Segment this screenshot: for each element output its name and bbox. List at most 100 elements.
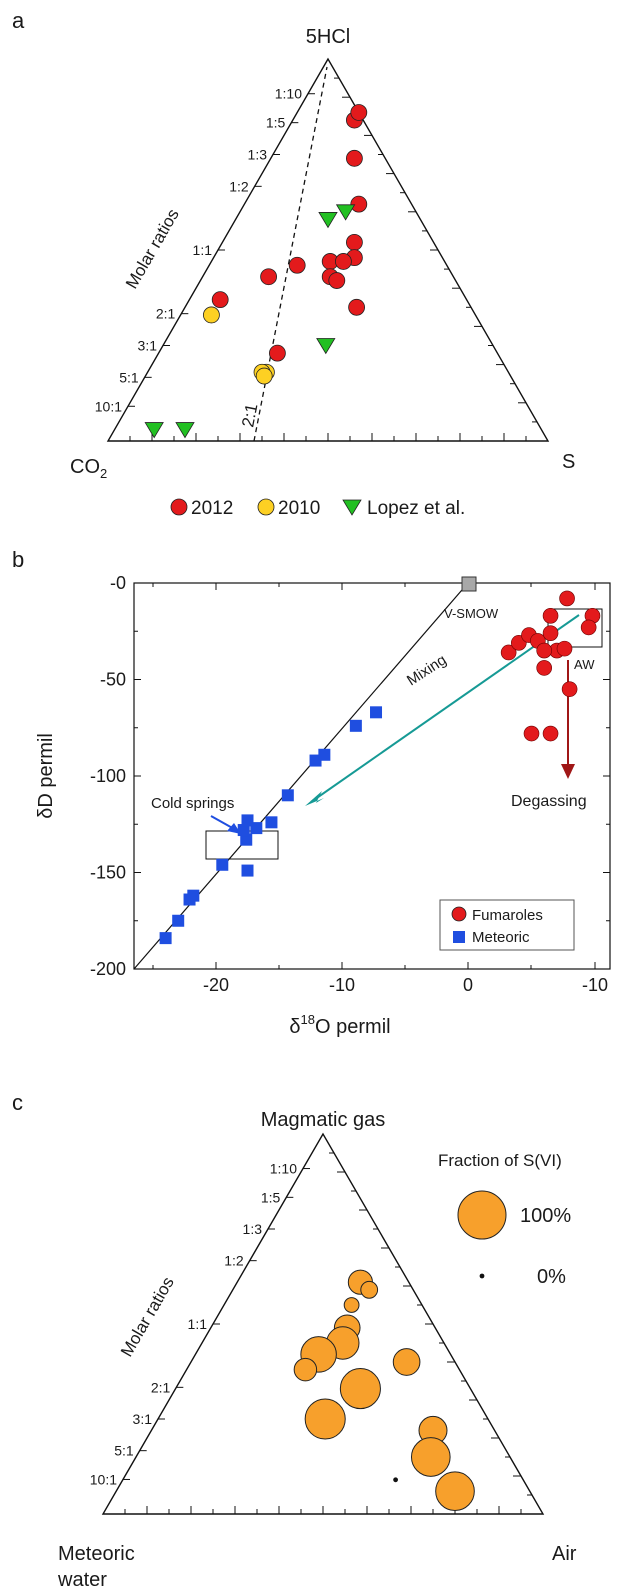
panel-a-points <box>144 104 368 439</box>
ternary-ticks <box>128 77 537 441</box>
point-lopez <box>318 212 338 229</box>
legend-fumaroles-label: Fumaroles <box>472 907 543 924</box>
size-legend-0-label: 0% <box>537 1266 566 1288</box>
panel-a-ratio-label: 1:5 <box>266 115 286 131</box>
point-fumarole <box>523 725 540 742</box>
cold-springs-arrowhead <box>227 823 241 834</box>
point-fumarole <box>561 681 578 697</box>
point-fumarole <box>536 660 553 676</box>
point-2012 <box>334 253 352 270</box>
point-meteoric <box>216 858 229 871</box>
point-meteoric <box>183 893 196 906</box>
bubble <box>435 1471 475 1512</box>
degassing-arrowhead <box>561 764 575 779</box>
point-2010 <box>202 306 220 324</box>
size-legend-title: Fraction of S(VI) <box>438 1151 562 1170</box>
bubble <box>360 1280 379 1299</box>
bubble <box>392 1348 421 1376</box>
x-tick-label: 0 <box>463 975 473 995</box>
apex-top-label: Magmatic gas <box>261 1109 386 1131</box>
apex-right-label: S <box>562 451 575 473</box>
apex-left-label: CO2 <box>70 456 107 481</box>
ternary-ticks <box>123 1152 532 1514</box>
size-legend-0-marker <box>479 1273 485 1279</box>
size-legend: Fraction of S(VI) 100% 0% <box>438 1151 571 1288</box>
point-lopez <box>175 422 195 439</box>
x-tick-label: -20 <box>203 975 229 995</box>
point-meteoric <box>349 719 362 732</box>
side-title-molar-ratios: Molar ratios <box>117 1274 178 1360</box>
legend-fumaroles-marker <box>451 906 467 922</box>
point-2012 <box>350 195 368 213</box>
vsmow-label: V-SMOW <box>444 606 499 621</box>
panel-a-ratio-label: 5:1 <box>119 369 139 385</box>
point-2012 <box>348 298 366 316</box>
vsmow-marker <box>461 576 477 592</box>
legend-meteoric-marker <box>453 931 465 943</box>
panel-a: a 5HCl CO2 S Molar ratios 1:101:51:31:21… <box>12 8 575 519</box>
panel-c-ratio-label: 1:2 <box>224 1253 244 1269</box>
panel-a-ratio-label: 1:2 <box>229 178 249 194</box>
point-lopez <box>144 422 164 439</box>
size-legend-100-label: 100% <box>520 1205 571 1227</box>
panel-c-ratio-label: 2:1 <box>151 1379 171 1395</box>
y-tick-label: -100 <box>90 766 126 786</box>
point-meteoric <box>237 824 250 837</box>
point-2012 <box>350 104 368 121</box>
panel-c-bubbles <box>293 1269 475 1512</box>
legend-meteoric-label: Meteoric <box>472 929 530 946</box>
panel-a-ratio-label: 1:10 <box>275 86 302 102</box>
x-tick-label: -10 <box>582 975 608 995</box>
point-2012 <box>345 233 363 251</box>
panel-a-legend: 2012 2010 Lopez et al. <box>170 498 465 519</box>
bubble <box>410 1437 451 1477</box>
y-axis-label: δD permil <box>35 733 57 819</box>
point-lopez <box>316 338 336 355</box>
point-fumarole <box>542 625 559 641</box>
y-tick-label: -50 <box>100 670 126 690</box>
panel-c-ratio-label: 3:1 <box>133 1411 153 1427</box>
panel-c-ratio-label: 1:10 <box>270 1161 297 1177</box>
ternary-frame <box>101 1132 545 1515</box>
panel-b-points <box>159 590 601 945</box>
apex-top-label: 5HCl <box>306 26 350 48</box>
panel-a-ratio-label: 3:1 <box>138 338 158 354</box>
apex-left-label-line1: Meteoric <box>58 1543 135 1565</box>
x-axis-label: δ18O permil <box>289 1012 390 1038</box>
point-fumarole <box>542 725 559 742</box>
size-legend-100-marker <box>457 1190 507 1240</box>
panel-c-letter: c <box>12 1090 23 1115</box>
legend-2012-marker <box>170 498 188 516</box>
point-2012 <box>211 291 229 309</box>
x-tick-label: -10 <box>329 975 355 995</box>
legend-lopez-label: Lopez et al. <box>367 498 465 519</box>
cold-springs-label: Cold springs <box>151 795 234 812</box>
ratio-labels: 1:10 1:5 1:3 1:2 1:1 2:1 3:1 5:1 10:1 <box>95 86 302 415</box>
y-tick-label: -0 <box>110 573 126 593</box>
point-fumarole <box>536 642 553 659</box>
point-meteoric <box>318 748 331 761</box>
meteoric-water-line <box>133 582 469 970</box>
legend-lopez-marker <box>342 499 362 516</box>
point-fumarole <box>580 619 597 636</box>
point-2012 <box>268 344 286 362</box>
point-meteoric <box>159 932 172 945</box>
panel-c-ratio-label: 1:1 <box>188 1316 208 1332</box>
bubble <box>293 1357 318 1382</box>
apex-right-label: Air <box>552 1543 577 1565</box>
panel-b-legend: Fumaroles Meteoric <box>439 899 575 951</box>
legend-2010-marker <box>257 498 275 516</box>
y-tick-label: -200 <box>90 959 126 979</box>
point-meteoric <box>265 816 278 829</box>
point-meteoric <box>172 914 185 927</box>
legend-2012-label: 2012 <box>191 498 233 519</box>
legend-2010-label: 2010 <box>278 498 320 519</box>
panel-a-ratio-label: 2:1 <box>156 306 176 322</box>
panel-b: b -0-50-100-150-200-20 -10 0 -10 δD permil … <box>12 547 611 1038</box>
point-lopez <box>335 204 356 221</box>
point-2012 <box>260 268 278 286</box>
point-meteoric <box>241 814 254 827</box>
bubble-zero <box>393 1477 398 1483</box>
bubble <box>304 1398 346 1440</box>
